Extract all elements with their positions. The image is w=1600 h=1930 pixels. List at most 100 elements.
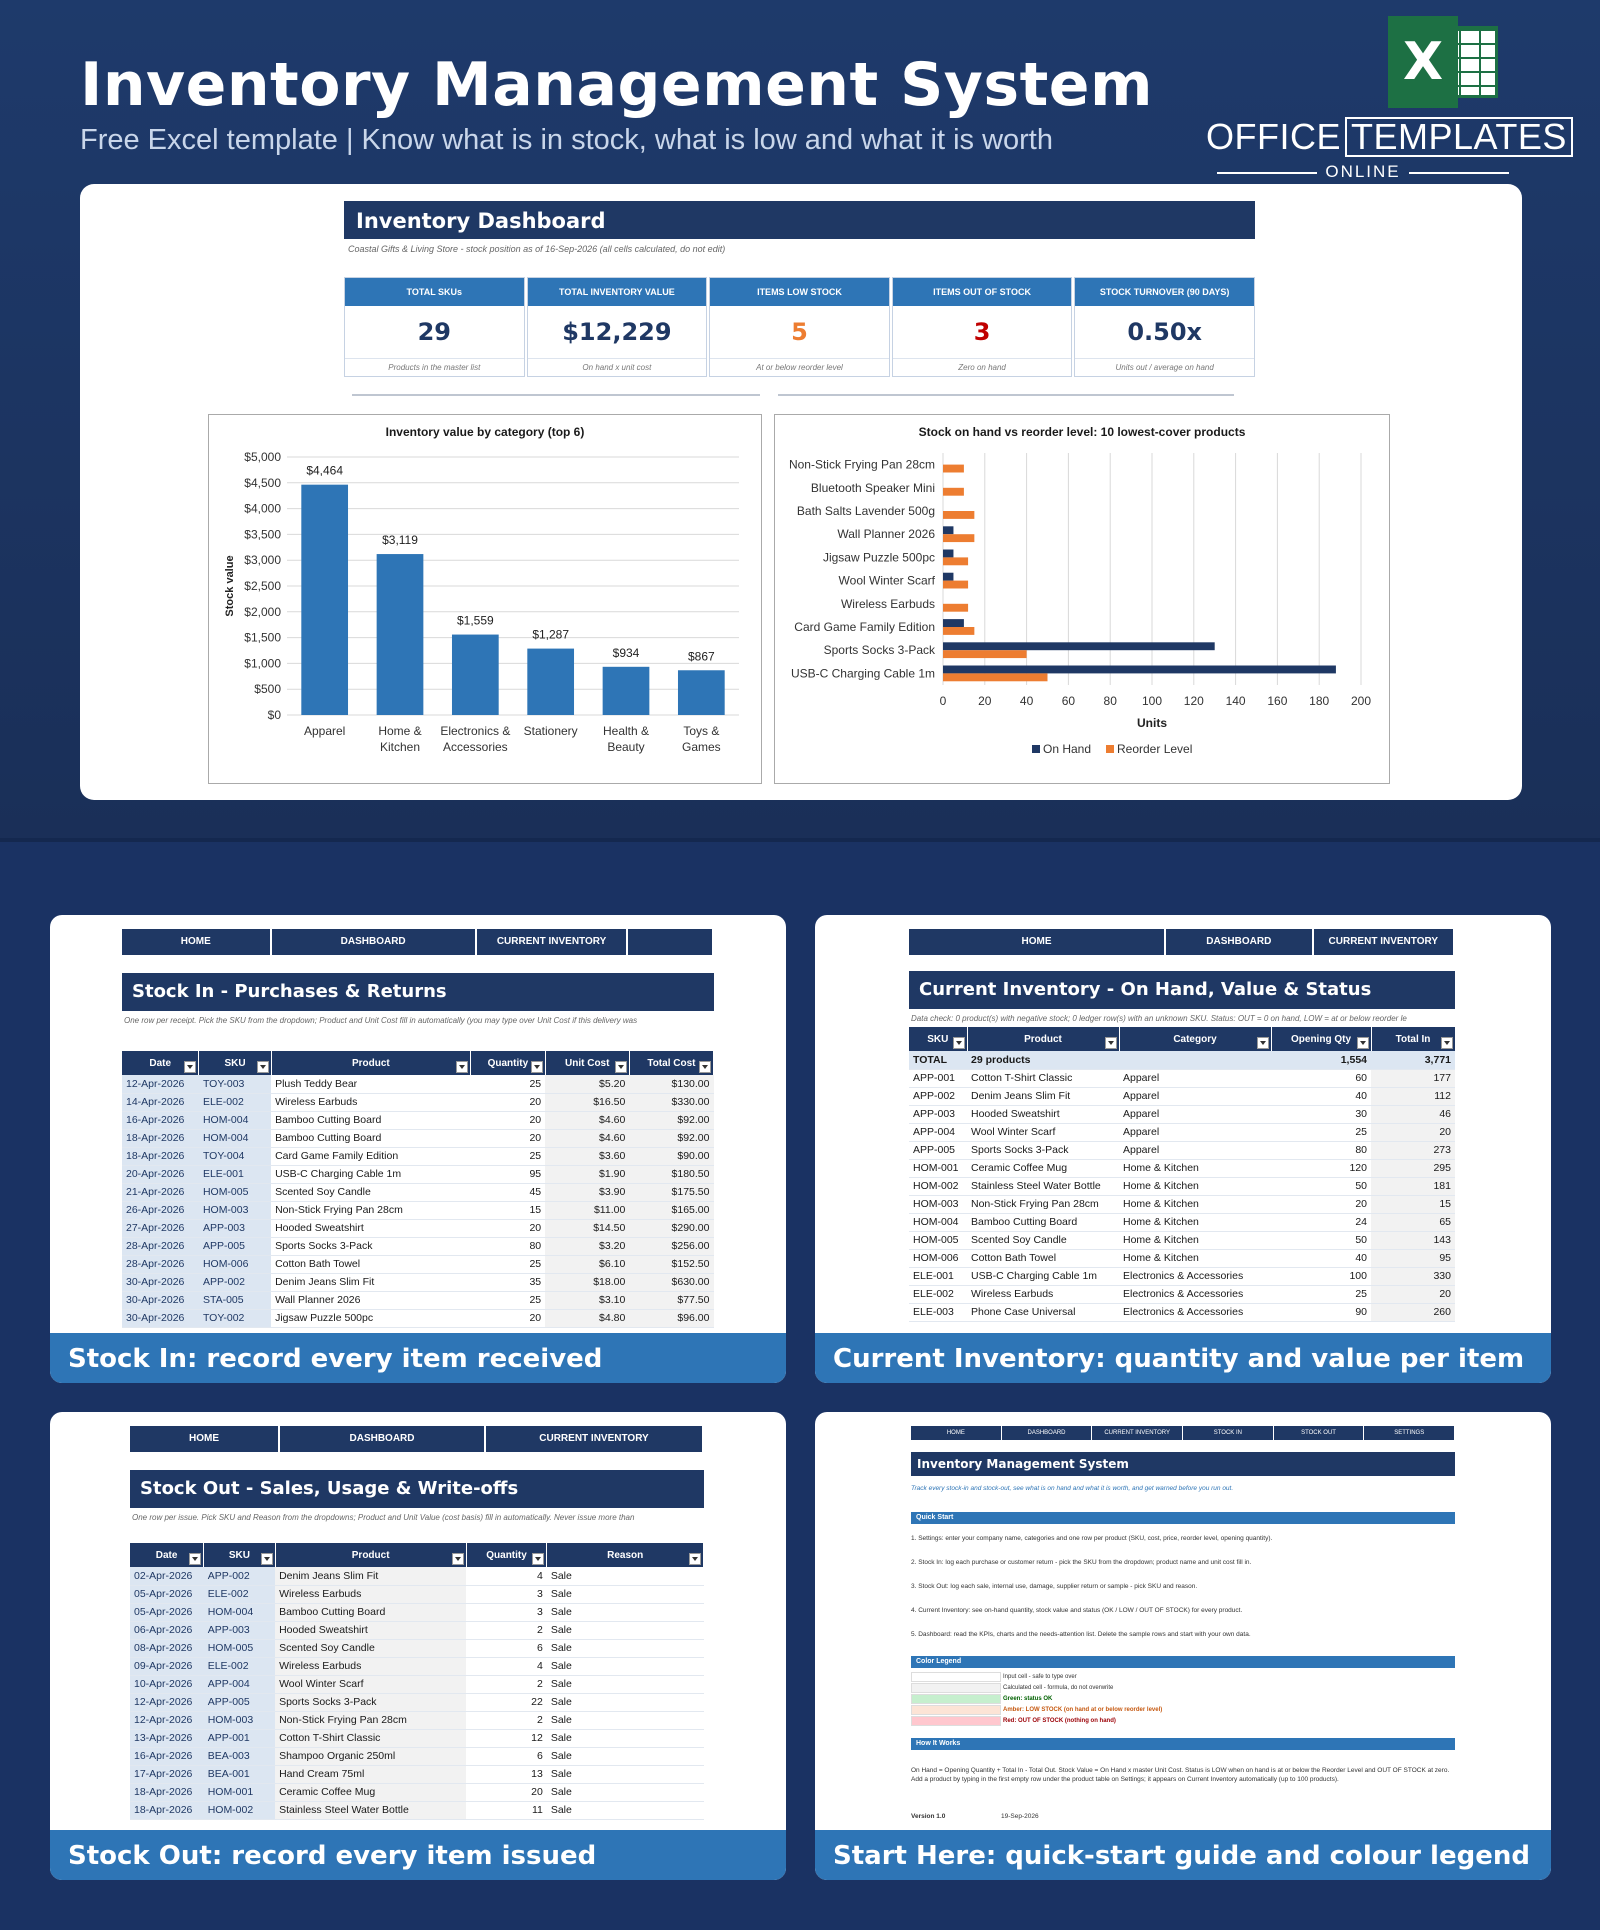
filter-dropdown-icon[interactable] [260,1553,273,1565]
table-cell[interactable]: $6.10 [545,1255,630,1274]
table-cell[interactable]: 295 [1371,1159,1455,1178]
nav-current-inventory-button[interactable]: CURRENT INVENTORY [486,1426,702,1452]
stock-out-preview[interactable]: HOME DASHBOARD CURRENT INVENTORY Stock O… [50,1412,786,1880]
table-cell[interactable]: Cotton Bath Towel [967,1249,1119,1268]
table-cell[interactable]: ELE-002 [203,1657,276,1676]
table-cell[interactable]: Stainless Steel Water Bottle [275,1801,467,1820]
table-cell[interactable]: $11.00 [545,1201,630,1220]
table-cell[interactable]: 15 [1371,1195,1455,1214]
table-cell[interactable]: 330 [1371,1267,1455,1286]
nav-more-button[interactable] [628,929,712,955]
table-cell[interactable]: 50 [1271,1177,1371,1196]
column-header[interactable]: Category [1119,1027,1272,1051]
table-cell[interactable]: 20 [470,1129,546,1148]
table-cell[interactable]: 3 [466,1603,547,1622]
nav-button[interactable]: STOCK IN [1183,1426,1273,1440]
table-cell[interactable]: 25 [1271,1123,1371,1142]
table-cell[interactable]: Sale [546,1765,704,1784]
table-cell[interactable]: $14.50 [545,1219,630,1238]
stock-in-preview[interactable]: HOME DASHBOARD CURRENT INVENTORY Stock I… [50,915,786,1383]
table-cell[interactable]: ELE-002 [909,1285,967,1304]
table-cell[interactable]: Electronics & Accessories [1119,1303,1271,1322]
table-cell[interactable]: Sale [546,1639,704,1658]
table-cell[interactable]: APP-005 [909,1141,967,1160]
table-cell[interactable]: Denim Jeans Slim Fit [271,1273,471,1292]
table-cell[interactable]: Sale [546,1621,704,1640]
table-cell[interactable]: 29 products [967,1051,1119,1070]
table-cell[interactable]: 27-Apr-2026 [122,1219,199,1238]
table-cell[interactable]: 25 [470,1255,546,1274]
table-cell[interactable]: $90.00 [629,1147,714,1166]
table-cell[interactable]: 14-Apr-2026 [122,1093,199,1112]
table-cell[interactable]: 05-Apr-2026 [130,1585,204,1604]
table-cell[interactable]: Hooded Sweatshirt [967,1105,1119,1124]
table-cell[interactable]: 21-Apr-2026 [122,1183,199,1202]
table-cell[interactable]: 112 [1371,1087,1455,1106]
column-header[interactable]: Unit Cost [545,1051,630,1075]
table-cell[interactable]: 25 [1271,1285,1371,1304]
table-cell[interactable]: Wireless Earbuds [275,1585,467,1604]
table-cell[interactable]: $18.00 [545,1273,630,1292]
table-cell[interactable]: $92.00 [629,1111,714,1130]
table-cell[interactable]: $256.00 [629,1237,714,1256]
table-cell[interactable]: Apparel [1119,1087,1271,1106]
table-cell[interactable]: Cotton T-Shirt Classic [967,1069,1119,1088]
table-cell[interactable]: $96.00 [629,1309,714,1328]
table-cell[interactable] [1119,1051,1271,1070]
table-cell[interactable]: $290.00 [629,1219,714,1238]
table-cell[interactable]: Ceramic Coffee Mug [967,1159,1119,1178]
table-cell[interactable]: HOM-003 [909,1195,967,1214]
table-cell[interactable]: 25 [470,1147,546,1166]
table-cell[interactable]: 30 [1271,1105,1371,1124]
filter-dropdown-icon[interactable] [451,1553,464,1565]
table-cell[interactable]: ELE-002 [203,1585,276,1604]
table-cell[interactable]: 17-Apr-2026 [130,1765,204,1784]
table-cell[interactable]: $5.20 [545,1075,630,1094]
table-cell[interactable]: 12 [466,1729,547,1748]
table-cell[interactable]: HOM-006 [198,1255,272,1274]
table-cell[interactable]: $4.80 [545,1309,630,1328]
table-cell[interactable]: BEA-001 [203,1765,276,1784]
table-cell[interactable]: Hand Cream 75ml [275,1765,467,1784]
filter-dropdown-icon[interactable] [189,1553,202,1565]
table-cell[interactable]: 2 [466,1711,547,1730]
table-cell[interactable]: HOM-003 [203,1711,276,1730]
table-cell[interactable]: $152.50 [629,1255,714,1274]
column-header[interactable]: Product [271,1051,472,1075]
filter-dropdown-icon[interactable] [689,1553,701,1565]
table-cell[interactable]: $77.50 [629,1291,714,1310]
table-cell[interactable]: Card Game Family Edition [271,1147,471,1166]
filter-dropdown-icon[interactable] [1256,1037,1269,1049]
table-cell[interactable]: 45 [470,1183,546,1202]
table-cell[interactable]: 3,771 [1371,1051,1455,1070]
filter-dropdown-icon[interactable] [184,1061,197,1073]
table-cell[interactable]: Phone Case Universal [967,1303,1119,1322]
table-cell[interactable]: Wireless Earbuds [275,1657,467,1676]
table-cell[interactable]: $3.60 [545,1147,630,1166]
nav-dashboard-button[interactable]: DASHBOARD [280,1426,484,1452]
nav-button[interactable]: STOCK OUT [1273,1426,1364,1440]
table-cell[interactable]: Scented Soy Candle [271,1183,471,1202]
table-cell[interactable]: 28-Apr-2026 [122,1255,199,1274]
nav-button[interactable]: HOME [911,1426,1001,1440]
table-cell[interactable]: HOM-001 [909,1159,967,1178]
table-cell[interactable]: Wool Winter Scarf [967,1123,1119,1142]
table-cell[interactable]: Plush Teddy Bear [271,1075,471,1094]
table-cell[interactable]: $3.90 [545,1183,630,1202]
table-cell[interactable]: Sports Socks 3-Pack [275,1693,467,1712]
table-cell[interactable]: HOM-005 [909,1231,967,1250]
table-cell[interactable]: 08-Apr-2026 [130,1639,204,1658]
filter-dropdown-icon[interactable] [456,1061,469,1073]
table-cell[interactable]: STA-005 [198,1291,272,1310]
table-cell[interactable]: 15 [470,1201,546,1220]
table-cell[interactable]: Sale [546,1693,704,1712]
table-cell[interactable]: APP-002 [909,1087,967,1106]
table-cell[interactable]: Electronics & Accessories [1119,1267,1271,1286]
table-cell[interactable]: 6 [466,1639,547,1658]
table-cell[interactable]: Hooded Sweatshirt [275,1621,467,1640]
table-cell[interactable]: Bamboo Cutting Board [271,1129,471,1148]
table-cell[interactable]: USB-C Charging Cable 1m [271,1165,471,1184]
table-cell[interactable]: $3.20 [545,1237,630,1256]
table-cell[interactable]: 13 [466,1765,547,1784]
table-cell[interactable]: $175.50 [629,1183,714,1202]
